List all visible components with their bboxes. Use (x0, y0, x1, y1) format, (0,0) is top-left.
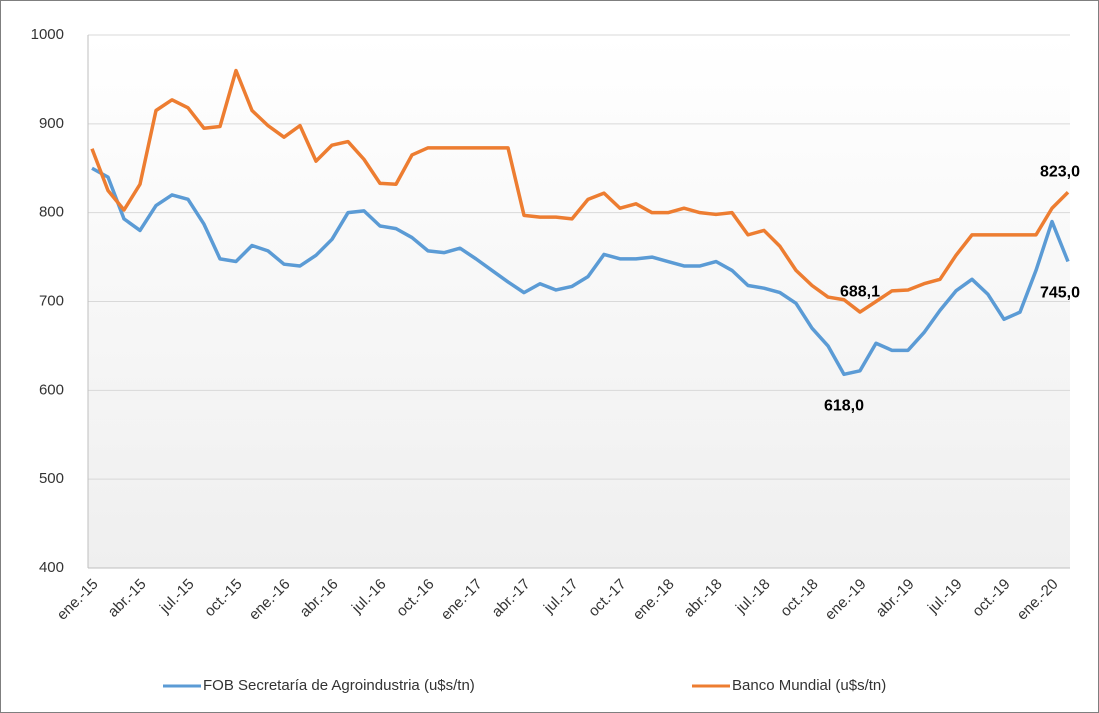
y-tick-label: 400 (39, 559, 64, 576)
y-tick-label: 500 (39, 470, 64, 487)
y-tick-label: 700 (39, 292, 64, 309)
y-tick-label: 600 (39, 381, 64, 398)
value-label: 618,0 (824, 398, 864, 415)
y-tick-label: 1000 (31, 26, 64, 43)
y-tick-label: 800 (39, 204, 64, 221)
y-tick-label: 900 (39, 115, 64, 132)
value-label: 823,0 (1040, 163, 1080, 180)
value-label: 688,1 (840, 283, 880, 300)
series-line (91, 166, 1070, 377)
legend-label: FOB Secretaría de Agroindustria (u$s/tn) (203, 677, 475, 694)
series-line (90, 68, 1070, 314)
value-label: 745,0 (1040, 285, 1080, 302)
legend-label: Banco Mundial (u$s/tn) (732, 677, 886, 694)
